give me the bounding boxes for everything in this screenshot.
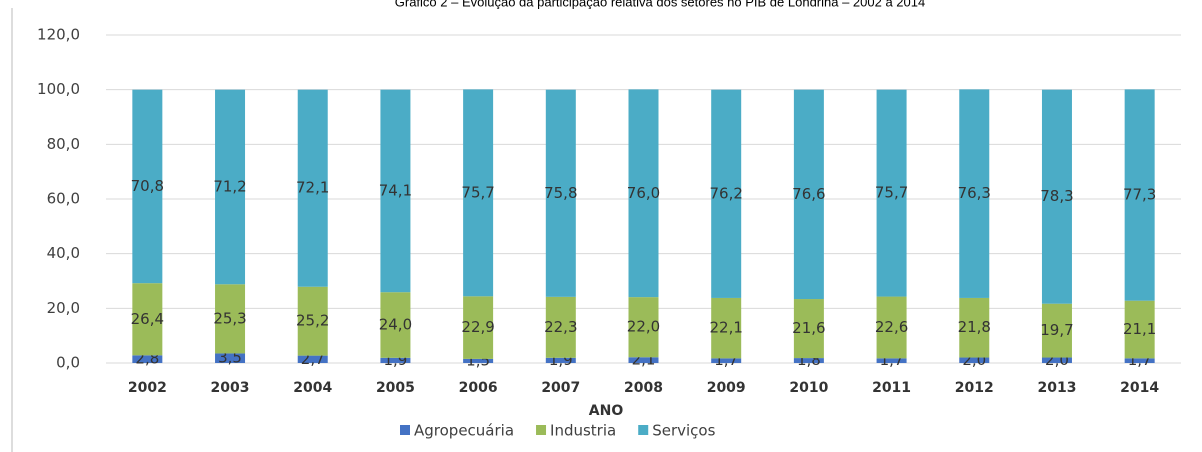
y-tick-label: 120,0 (37, 26, 80, 44)
x-tick-label: 2002 (128, 380, 167, 396)
legend-swatch (638, 425, 649, 435)
data-label: 76,6 (792, 185, 825, 203)
data-label: 26,4 (131, 310, 164, 328)
x-tick-label: 2012 (955, 380, 994, 396)
data-label: 24,0 (379, 316, 412, 334)
bar-segment (876, 296, 907, 359)
bar-segment (297, 89, 328, 287)
x-tick-label: 2005 (376, 380, 415, 396)
bar-segment (959, 357, 990, 363)
data-label: 22,9 (461, 318, 494, 336)
bar-segment (132, 89, 163, 284)
data-label: 22,3 (544, 318, 577, 336)
bar-segment (463, 296, 494, 359)
bar-segment (793, 89, 824, 300)
y-tick-label: 40,0 (47, 244, 80, 262)
data-label: 21,6 (792, 319, 825, 337)
data-label: 75,8 (544, 184, 577, 202)
bar-segment (793, 358, 824, 363)
data-label: 75,7 (461, 183, 494, 201)
data-label: 25,2 (296, 312, 329, 330)
x-tick-label: 2007 (541, 380, 580, 396)
bar-segment (215, 284, 246, 354)
legend-label: Serviços (652, 422, 715, 440)
data-label: 71,2 (213, 177, 246, 195)
data-label: 75,7 (875, 184, 908, 202)
x-tick-label: 2003 (211, 380, 250, 396)
bar-segment (628, 89, 659, 298)
x-tick-label: 2009 (707, 380, 746, 396)
data-label: 77,3 (1123, 186, 1156, 204)
bar-segment (793, 299, 824, 359)
bar-segment (545, 89, 576, 297)
bar-segment (711, 297, 742, 359)
x-tick-label: 2008 (624, 380, 663, 396)
bar-segment (711, 89, 742, 298)
data-label: 76,2 (709, 184, 742, 202)
x-tick-label: 2014 (1120, 380, 1159, 396)
legend-swatch (400, 425, 410, 435)
bar-segment (215, 353, 246, 363)
data-label: 72,1 (296, 179, 329, 197)
y-tick-label: 0,0 (56, 354, 80, 372)
chart-title: Gráfico 2 – Evolução da participação rel… (395, 0, 925, 9)
bar-segment (628, 357, 659, 363)
data-label: 19,7 (1040, 321, 1073, 339)
bar-segment (876, 89, 907, 297)
data-label: 76,0 (627, 184, 660, 202)
bar-segment (380, 292, 411, 358)
bar-segment (380, 89, 411, 293)
bar-segment (297, 286, 328, 356)
bar-segment (1041, 357, 1072, 363)
bar-segment (380, 357, 411, 363)
x-tick-label: 2004 (293, 380, 332, 396)
data-label: 25,3 (213, 309, 246, 327)
legend-label: Agropecuária (414, 422, 514, 440)
bar-segment (463, 358, 494, 363)
legend-label: Industria (550, 422, 616, 440)
bar-segment (463, 89, 494, 297)
bar-segment (1124, 89, 1155, 301)
data-label: 22,0 (627, 318, 660, 336)
y-tick-label: 100,0 (37, 80, 80, 98)
data-label: 22,1 (709, 319, 742, 337)
bar-segment (545, 357, 576, 363)
bar-segment (876, 358, 907, 363)
bar-segment (545, 296, 576, 358)
bar-segment (297, 355, 328, 363)
x-tick-label: 2010 (789, 380, 828, 396)
data-label: 70,8 (131, 177, 164, 195)
x-tick-label: 2013 (1037, 380, 1076, 396)
data-label: 21,8 (958, 318, 991, 336)
x-tick-label: 2006 (459, 380, 498, 396)
x-tick-label: 2011 (872, 380, 911, 396)
data-label: 74,1 (379, 181, 412, 199)
bar-segment (1041, 89, 1072, 304)
data-label: 22,6 (875, 318, 908, 336)
bar-segment (628, 297, 659, 358)
y-tick-label: 80,0 (47, 135, 80, 153)
data-label: 76,3 (958, 184, 991, 202)
bar-segment (132, 355, 163, 363)
bar-segment (132, 283, 163, 356)
bar-segment (959, 297, 990, 358)
y-tick-label: 60,0 (47, 190, 80, 208)
bar-segment (1041, 303, 1072, 358)
x-axis-label: ANO (589, 403, 624, 419)
bar-segment (1124, 300, 1155, 359)
bar-segment (711, 358, 742, 363)
data-label: 21,1 (1123, 320, 1156, 338)
data-label: 78,3 (1040, 187, 1073, 205)
y-tick-label: 20,0 (47, 299, 80, 317)
bar-segment (1124, 358, 1155, 363)
bar-segment (215, 89, 246, 285)
legend-swatch (536, 425, 547, 435)
bar-segment (959, 89, 990, 298)
